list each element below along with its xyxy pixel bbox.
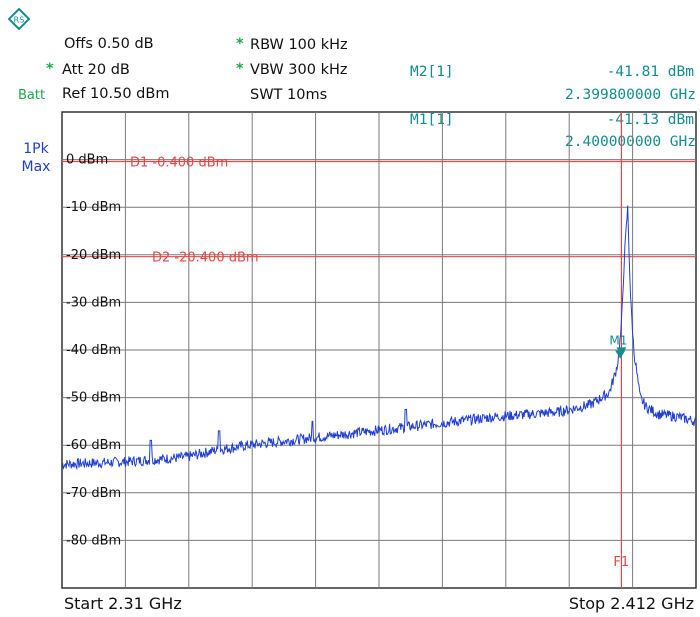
- marker-2-frequency: 2.399800000 GHz: [565, 87, 696, 103]
- y-tick-label: -30 dBm: [66, 295, 121, 310]
- marker-2-label: M2[1]: [410, 64, 454, 80]
- y-axis-ticks: 0 dBm -10 dBm -20 dBm -30 dBm -40 dBm -50 dBm…: [66, 153, 121, 549]
- trace-group: [61, 205, 697, 471]
- spectrum-trace: [61, 205, 697, 471]
- vbw-coupled-star: *: [236, 61, 244, 77]
- sweep-time-setting: SWT 10ms: [250, 87, 328, 103]
- rbw-coupled-star: *: [236, 36, 244, 52]
- marker-group: M1: [609, 333, 627, 359]
- display-line-label: D2 -20.400 dBm: [152, 251, 259, 266]
- ref-level-setting: Ref 10.50 dBm: [62, 86, 170, 102]
- offset-setting: Offs 0.50 dB: [64, 36, 154, 52]
- trace-mode-max-label: Max: [21, 159, 51, 175]
- y-tick-label: -50 dBm: [66, 391, 121, 406]
- battery-indicator: Batt: [18, 88, 46, 103]
- rbw-setting: RBW 100 kHz: [250, 37, 348, 53]
- y-tick-label: -80 dBm: [66, 533, 121, 548]
- y-tick-label: -70 dBm: [66, 486, 121, 501]
- stop-frequency: Stop 2.412 GHz: [568, 594, 694, 613]
- y-tick-label: -60 dBm: [66, 438, 121, 453]
- marker-1-frequency: 2.400000000 GHz: [565, 134, 696, 150]
- svg-text:RS: RS: [14, 16, 25, 25]
- y-tick-label: -40 dBm: [66, 343, 121, 358]
- display-lines: D1 -0.400 dBm D2 -20.400 dBm: [62, 156, 696, 266]
- marker-2-level: -41.81 dBm: [606, 64, 694, 80]
- trace-detector-label: 1Pk: [23, 141, 49, 157]
- start-frequency: Start 2.31 GHz: [64, 594, 182, 613]
- plot-grid: [61, 111, 697, 589]
- display-line-label: D1 -0.400 dBm: [130, 156, 228, 171]
- frequency-line-label: F1: [613, 555, 629, 570]
- marker-m2-symbol: [615, 350, 626, 359]
- marker-1-level: -41.13 dBm: [606, 112, 694, 128]
- vbw-setting: VBW 300 kHz: [250, 62, 348, 78]
- trace-mode-label: 1Pk Max: [18, 140, 54, 176]
- y-tick-label: 0 dBm: [66, 153, 108, 168]
- y-tick-label: -10 dBm: [66, 200, 121, 215]
- rohde-schwarz-logo-icon: RS: [8, 8, 30, 30]
- attenuation-setting: Att 20 dB: [62, 62, 130, 78]
- att-coupled-star: *: [46, 61, 54, 77]
- marker-m1-label: M1: [609, 333, 627, 347]
- y-tick-label: -20 dBm: [66, 248, 121, 263]
